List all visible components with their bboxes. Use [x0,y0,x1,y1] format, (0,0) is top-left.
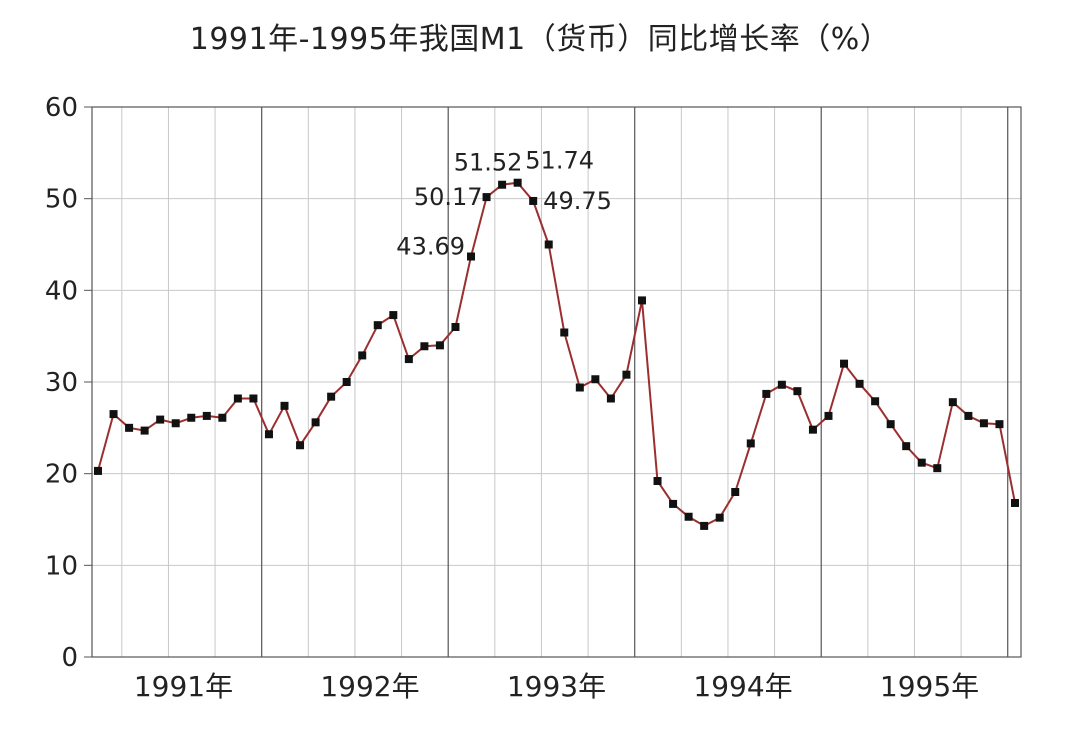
data-point [933,464,942,473]
data-label: 51.74 [525,147,594,175]
data-point [451,323,460,331]
data-point [995,420,1004,429]
data-point [948,398,957,407]
y-tick-label: 10 [45,551,78,581]
data-point [342,378,351,386]
data-point [684,512,693,521]
data-point [420,342,429,351]
data-point [575,383,584,392]
data-point [125,423,134,432]
data-point [560,328,569,337]
data-point [327,392,336,401]
data-point [653,477,662,485]
x-tick-label: 1993年 [507,670,606,703]
data-point [280,401,289,410]
data-points [94,178,1019,530]
data-point [482,193,491,202]
data-point [202,411,211,420]
data-label: 49.75 [543,187,612,215]
year-dividers [261,107,1009,657]
x-tick-label: 1994年 [693,670,792,703]
y-tick-label: 60 [45,93,78,123]
data-point [140,426,149,435]
y-tick-label: 50 [45,185,78,215]
data-point [669,499,678,508]
y-tick-labels: 0 10 20 30 40 50 60 [45,93,78,673]
series-line [97,181,1016,527]
data-point [606,394,615,403]
data-point [544,240,553,249]
data-point [855,379,864,388]
data-point [358,351,367,360]
data-point [187,413,196,422]
data-label: 50.17 [414,183,483,211]
data-point [296,441,305,450]
data-label: 51.52 [454,149,523,177]
data-point [467,252,476,261]
data-point [637,296,646,305]
data-point [404,355,413,364]
data-point [435,341,444,350]
data-point [529,196,538,205]
grid-lines [92,106,1021,658]
series-line [97,181,1016,527]
data-point [746,439,755,448]
y-tick-label: 30 [45,368,78,398]
data-point [777,380,786,389]
data-point [622,370,631,379]
data-point [886,420,895,429]
y-tick-label: 40 [45,276,78,306]
data-point [373,321,382,330]
data-point [793,387,802,396]
axes [84,106,1022,658]
data-point [840,359,849,368]
data-point [700,521,709,530]
data-point [156,415,165,424]
data-point [311,418,320,427]
data-labels: 43.69 50.17 51.52 51.74 49.75 [396,147,612,261]
data-point [715,513,724,522]
data-point [808,425,817,434]
x-tick-label: 1992年 [320,670,419,703]
plot-frame [91,106,1022,658]
data-point [249,394,258,403]
data-point [824,411,833,420]
data-point [218,413,227,422]
y-tick-label: 20 [45,460,78,490]
data-point [513,178,522,187]
data-point [731,488,740,496]
x-tick-label: 1991年 [134,670,233,703]
data-point [979,419,988,428]
data-point [871,397,880,406]
data-point [498,180,507,189]
data-point [109,410,118,419]
data-point [902,442,911,451]
chart-title: 1991年-1995年我国M1（货币）同比增长率（%） [189,22,891,57]
data-point [917,458,926,467]
data-point [94,466,102,475]
data-point [171,419,180,428]
data-point [762,389,771,398]
data-point [389,311,398,320]
data-point [233,394,242,403]
x-tick-labels: 1991年 1992年 1993年 1994年 1995年 [134,670,979,703]
y-tick-label: 0 [61,643,78,673]
x-tick-label: 1995年 [880,670,979,703]
data-point [591,375,600,384]
data-label: 43.69 [396,233,465,261]
data-point [264,430,273,439]
data-point [1011,499,1019,507]
data-point [964,411,973,420]
